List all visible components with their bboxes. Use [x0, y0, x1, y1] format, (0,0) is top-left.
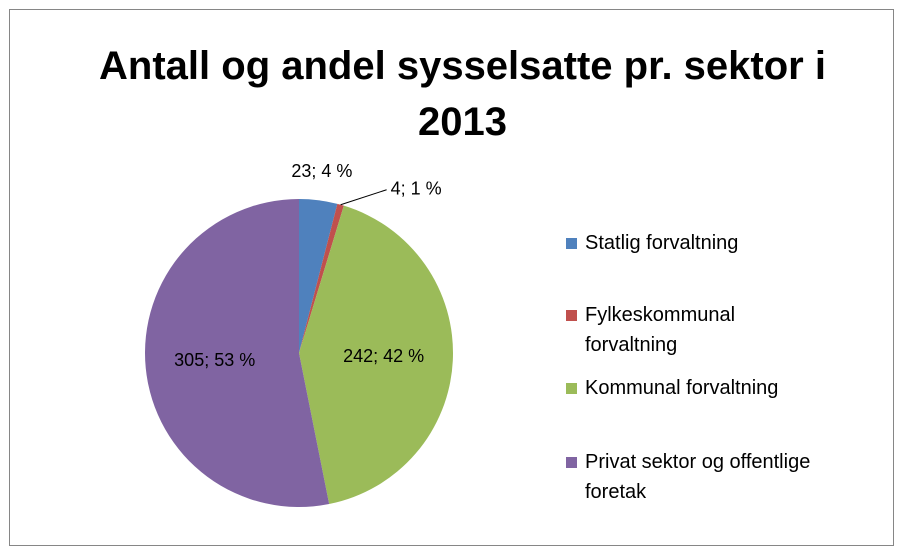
legend-item: Privat sektor og offentlige foretak — [566, 447, 816, 507]
legend-label: Statlig forvaltning — [585, 232, 739, 254]
legend-swatch — [566, 310, 577, 321]
pie-slice — [144, 199, 330, 508]
leader-line — [340, 189, 387, 206]
pie-slice — [299, 203, 344, 353]
legend-swatch — [566, 383, 577, 394]
legend-label: Kommunal forvaltning — [585, 377, 779, 399]
legend-item: Kommunal forvaltning — [566, 373, 816, 403]
chart-border — [9, 9, 894, 546]
legend-item: Fylkeskommunal forvaltning — [566, 300, 816, 360]
legend-label: Privat sektor og offentlige foretak — [585, 451, 811, 503]
chart-title: Antall og andel sysselsatte pr. sektor i… — [99, 44, 826, 144]
data-label: 242; 42 % — [343, 346, 424, 366]
legend-swatch — [566, 457, 577, 468]
data-label: 23; 4 % — [291, 161, 352, 181]
pie-slice — [299, 199, 338, 353]
pie-slice — [299, 205, 453, 505]
legend-item: Statlig forvaltning — [566, 228, 816, 258]
data-label: 305; 53 % — [174, 350, 255, 370]
data-label: 4; 1 % — [391, 178, 442, 198]
legend-label: Fylkeskommunal forvaltning — [585, 304, 736, 356]
legend-swatch — [566, 238, 577, 249]
